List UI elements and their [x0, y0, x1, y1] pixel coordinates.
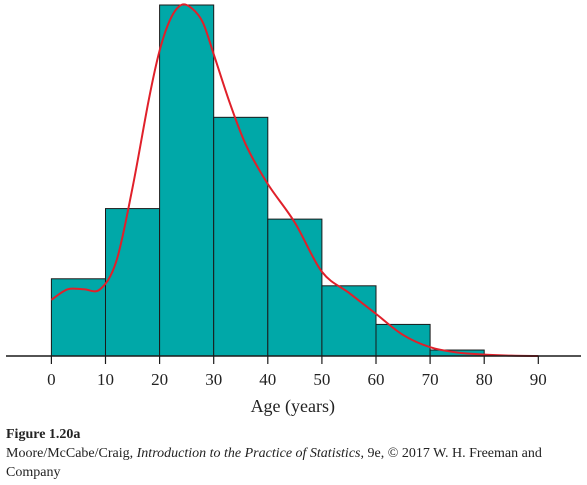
figure-number: Figure 1.20a	[6, 427, 81, 442]
histogram-bar-20-30	[159, 4, 215, 357]
histogram-bar-60-70	[375, 323, 431, 357]
x-tick-label-0: 0	[47, 370, 56, 389]
x-tick-label-50: 50	[313, 370, 330, 389]
x-tick-label-90: 90	[530, 370, 547, 389]
x-tick-label-10: 10	[97, 370, 114, 389]
x-tick-label-70: 70	[422, 370, 439, 389]
histogram-bar-30-40	[213, 116, 269, 357]
x-tick-label-60: 60	[368, 370, 385, 389]
x-tick-label-40: 40	[259, 370, 276, 389]
x-axis-ticks: 0 10 20 30 40 50 60 70 80 90	[47, 356, 547, 389]
x-axis-label: Age (years)	[251, 396, 335, 417]
histogram-bar-40-50	[267, 218, 323, 357]
figure-credit: Moore/McCabe/Craig, Introduction to the …	[6, 444, 581, 482]
histogram-chart: 0 10 20 30 40 50 60 70 80 90 Age (years)	[6, 3, 581, 417]
histogram-bars	[50, 4, 485, 357]
density-curve	[50, 3, 539, 357]
figure-caption: Figure 1.20a Moore/McCabe/Craig, Introdu…	[6, 425, 581, 482]
credit-book-title: Introduction to the Practice of Statisti…	[136, 446, 361, 461]
histogram-bar-50-60	[321, 285, 377, 357]
credit-authors: Moore/McCabe/Craig,	[6, 446, 137, 461]
x-tick-label-20: 20	[151, 370, 168, 389]
credit-publisher: , 9e, © 2017 W. H. Freeman and Company	[6, 446, 542, 480]
x-tick-label-30: 30	[205, 370, 222, 389]
histogram-bar-10-20	[104, 208, 161, 357]
x-tick-label-80: 80	[476, 370, 493, 389]
